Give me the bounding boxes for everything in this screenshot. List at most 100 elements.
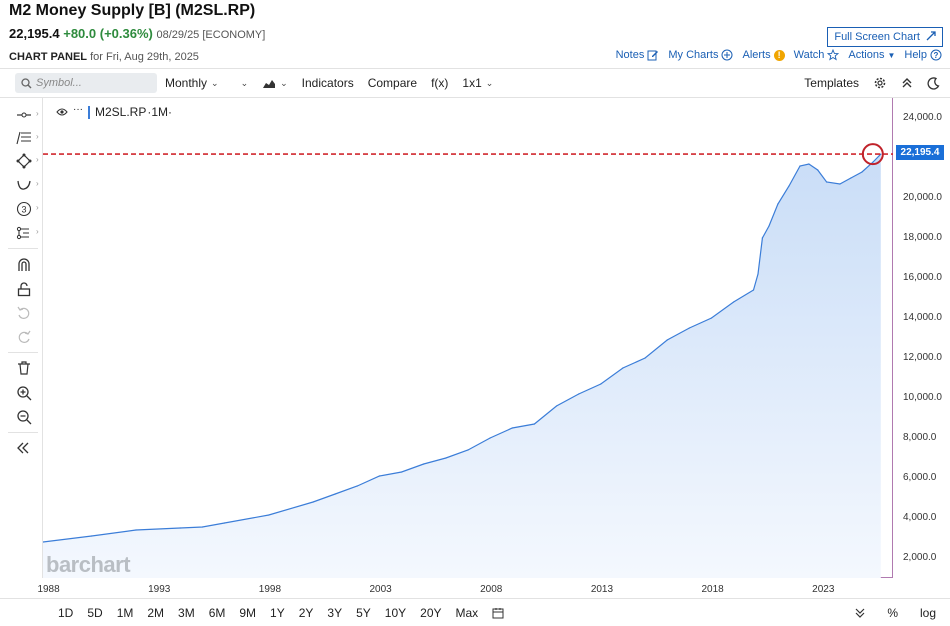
- y-tick-label: 14,000.0: [903, 312, 942, 323]
- zoom-out-icon: [17, 410, 32, 425]
- price-axis[interactable]: 2,000.0 4,000.0 6,000.0 8,000.0 10,000.0 12,0…: [894, 98, 950, 578]
- period-dropdown[interactable]: ⌄: [241, 78, 249, 89]
- symbol-placeholder: Symbol...: [36, 77, 82, 89]
- data-point: [817, 169, 819, 171]
- data-point: [600, 383, 602, 385]
- counter-tool[interactable]: 3 ›: [16, 200, 39, 218]
- undo-button[interactable]: [16, 304, 36, 322]
- magnet-tool[interactable]: [16, 256, 36, 274]
- help-link[interactable]: Help ?: [904, 49, 942, 61]
- delete-button[interactable]: [16, 359, 36, 377]
- range-button-max[interactable]: Max: [455, 605, 479, 620]
- data-point: [777, 203, 779, 205]
- range-button-10y[interactable]: 10Y: [384, 605, 407, 620]
- svg-text:?: ?: [934, 51, 939, 60]
- lock-tool[interactable]: [16, 280, 36, 298]
- data-point: [622, 367, 624, 369]
- time-axis[interactable]: 1988 1993 1998 2003 2008 2013 2018 2023: [37, 580, 893, 596]
- data-point: [312, 501, 314, 503]
- templates-button[interactable]: Templates: [804, 76, 859, 90]
- chart-links: Notes My Charts Alerts ! Watch Actions ▼…: [616, 49, 942, 61]
- notes-label: Notes: [615, 49, 645, 61]
- brush-tool[interactable]: ›: [16, 176, 39, 194]
- data-point: [467, 449, 469, 451]
- function-button[interactable]: f(x): [431, 76, 449, 90]
- tool-divider: [8, 248, 38, 249]
- chart-type-select[interactable]: ⌄: [262, 78, 288, 89]
- range-button-20y[interactable]: 20Y: [420, 605, 442, 620]
- symbol-input[interactable]: Symbol...: [15, 73, 157, 93]
- x-tick-label: 1993: [148, 584, 171, 595]
- expand-arrow-icon: ›: [36, 109, 39, 118]
- indicators-button[interactable]: Indicators: [301, 76, 354, 90]
- data-point: [489, 437, 491, 439]
- y-tick-label: 24,000.0: [903, 112, 942, 123]
- my-charts-link[interactable]: My Charts: [668, 49, 733, 61]
- x-tick-label: 2018: [701, 584, 724, 595]
- fibonacci-tool[interactable]: ›: [16, 129, 39, 147]
- series-legend: ··· M2SL.RP ·1M·: [56, 103, 172, 119]
- range-button-2m[interactable]: 2M: [147, 605, 165, 620]
- chevron-down-icon: ⌄: [240, 77, 249, 88]
- y-tick-label: 10,000.0: [903, 392, 942, 403]
- fibonacci-icon: [16, 131, 31, 145]
- zoom-out-button[interactable]: [16, 408, 36, 426]
- log-scale-toggle[interactable]: log: [919, 605, 936, 620]
- range-button-3m[interactable]: 3M: [178, 605, 195, 620]
- range-button-5y[interactable]: 5Y: [356, 605, 371, 620]
- full-screen-chart-button[interactable]: Full Screen Chart: [827, 27, 943, 47]
- toolbar-right: Templates: [804, 69, 940, 97]
- data-point: [839, 183, 841, 185]
- alert-icon: !: [773, 49, 785, 61]
- expand-arrow-icon: ›: [36, 155, 39, 164]
- star-icon: [827, 49, 840, 61]
- help-icon: ?: [930, 49, 942, 61]
- range-button-5d[interactable]: 5D: [87, 605, 103, 620]
- range-button-1d[interactable]: 1D: [58, 605, 74, 620]
- redo-button[interactable]: [16, 328, 36, 346]
- actions-menu[interactable]: Actions ▼: [848, 49, 895, 61]
- data-point: [578, 393, 580, 395]
- data-point: [666, 339, 668, 341]
- zoom-in-icon: [17, 386, 32, 401]
- chart-plot-area[interactable]: [43, 98, 893, 578]
- gear-icon[interactable]: [873, 76, 887, 90]
- page-title: M2 Money Supply [B] (M2SL.RP): [9, 2, 256, 19]
- range-button-9m[interactable]: 9M: [239, 605, 257, 620]
- watch-label: Watch: [793, 49, 825, 61]
- range-button-6m[interactable]: 6M: [208, 605, 226, 620]
- alerts-link[interactable]: Alerts !: [742, 49, 785, 61]
- measure-tool[interactable]: ›: [16, 224, 39, 242]
- percent-scale-toggle[interactable]: %: [887, 605, 898, 620]
- collapse-up-icon[interactable]: [901, 77, 913, 89]
- range-button-2y[interactable]: 2Y: [298, 605, 314, 620]
- edit-icon: [647, 50, 659, 61]
- chevron-down-icon: ⌄: [211, 77, 219, 88]
- line-tool[interactable]: ›: [16, 106, 39, 124]
- expand-arrow-icon: ›: [36, 203, 39, 212]
- measure-icon: [16, 226, 29, 240]
- layout-select[interactable]: 1x1 ⌄: [462, 76, 493, 90]
- range-button-1m[interactable]: 1M: [116, 605, 134, 620]
- counter-icon: 3: [16, 201, 32, 217]
- eye-icon[interactable]: [56, 108, 68, 116]
- moon-icon[interactable]: [927, 76, 940, 90]
- data-point: [533, 423, 535, 425]
- shape-tool[interactable]: ›: [16, 152, 39, 170]
- zoom-in-button[interactable]: [16, 384, 36, 402]
- more-options-icon[interactable]: ···: [73, 103, 83, 115]
- collapse-toolbar-button[interactable]: [16, 439, 36, 457]
- range-button-3y[interactable]: 3Y: [327, 605, 343, 620]
- compare-button[interactable]: Compare: [367, 76, 418, 90]
- calendar-icon[interactable]: [492, 607, 504, 619]
- interval-select[interactable]: Monthly ⌄: [165, 76, 219, 90]
- x-tick-label: 2013: [590, 584, 614, 595]
- range-selector: 1D 5D 1M 2M 3M 6M 9M 1Y 2Y 3Y 5Y 10Y 20Y Max % log: [0, 598, 950, 626]
- data-point: [768, 225, 770, 227]
- double-chevron-left-icon: [17, 442, 29, 454]
- notes-link[interactable]: Notes: [616, 49, 660, 61]
- watch-link[interactable]: Watch: [794, 49, 840, 61]
- range-button-1y[interactable]: 1Y: [270, 605, 285, 620]
- double-chevron-down-icon[interactable]: [855, 608, 865, 618]
- data-point: [201, 526, 203, 528]
